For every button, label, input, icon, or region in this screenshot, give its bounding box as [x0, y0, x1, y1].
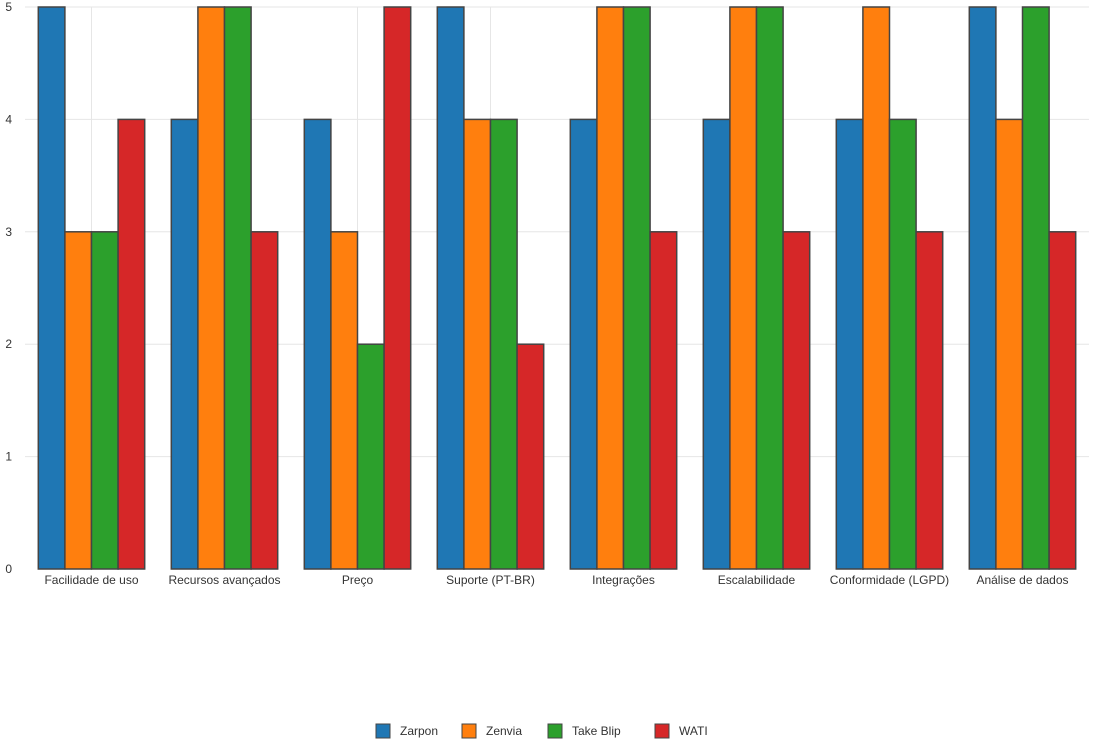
legend-label: Zarpon	[400, 724, 438, 738]
y-tick-label: 3	[5, 225, 12, 239]
x-tick-label: Recursos avançados	[168, 573, 280, 587]
legend-label: Zenvia	[486, 724, 522, 738]
bar-zarpon	[170, 118, 199, 570]
legend-label: Take Blip	[572, 724, 621, 738]
x-tick-label: Escalabilidade	[718, 573, 796, 587]
bar-zarpon	[835, 118, 864, 570]
bar-zenvia	[330, 231, 359, 570]
bar-take-blip	[223, 6, 252, 570]
bar-wati	[250, 231, 279, 570]
bar-wati	[782, 231, 811, 570]
bar-zenvia	[596, 6, 625, 570]
legend: Zarpon Zenvia Take Blip WATI	[375, 723, 708, 739]
x-tick-label: Facilidade de uso	[44, 573, 138, 587]
x-tick-label: Integrações	[592, 573, 655, 587]
bar-wati	[117, 118, 146, 570]
bar-zarpon	[37, 6, 66, 570]
bar-zarpon	[436, 6, 465, 570]
bar-wati	[516, 343, 545, 570]
x-tick-label: Análise de dados	[976, 573, 1068, 587]
bar-take-blip	[90, 231, 119, 570]
y-axis-ticks: 0 1 2 3 4 5	[5, 0, 12, 576]
x-tick-label: Suporte (PT-BR)	[446, 573, 535, 587]
legend-swatch	[654, 723, 670, 739]
y-tick-label: 5	[5, 0, 12, 14]
bar-take-blip	[489, 118, 518, 570]
bar-wati	[649, 231, 678, 570]
bar-zarpon	[968, 6, 997, 570]
bar-zenvia	[64, 231, 93, 570]
bar-zarpon	[702, 118, 731, 570]
bar-take-blip	[356, 343, 385, 570]
bar-take-blip	[1021, 6, 1050, 570]
bar-wati	[915, 231, 944, 570]
bar-zenvia	[862, 6, 891, 570]
y-tick-label: 2	[5, 337, 12, 351]
y-tick-label: 1	[5, 450, 12, 464]
legend-label: WATI	[679, 724, 708, 738]
legend-swatch	[547, 723, 563, 739]
x-axis-ticks: Facilidade de uso Recursos avançados Preço…	[44, 573, 1068, 587]
bar-take-blip	[622, 6, 651, 570]
bar-zenvia	[197, 6, 226, 570]
bar-wati	[1048, 231, 1077, 570]
bars-layer	[37, 6, 1077, 570]
y-tick-label: 0	[5, 562, 12, 576]
legend-swatch	[375, 723, 391, 739]
bar-take-blip	[888, 118, 917, 570]
bar-zarpon	[569, 118, 598, 570]
x-tick-label: Preço	[342, 573, 374, 587]
legend-swatch	[461, 723, 477, 739]
x-tick-label: Conformidade (LGPD)	[830, 573, 949, 587]
bar-zenvia	[463, 118, 492, 570]
bar-wati	[383, 6, 412, 570]
bar-zenvia	[995, 118, 1024, 570]
bar-take-blip	[755, 6, 784, 570]
bar-zarpon	[303, 118, 332, 570]
y-tick-label: 4	[5, 112, 12, 126]
bar-zenvia	[729, 6, 758, 570]
